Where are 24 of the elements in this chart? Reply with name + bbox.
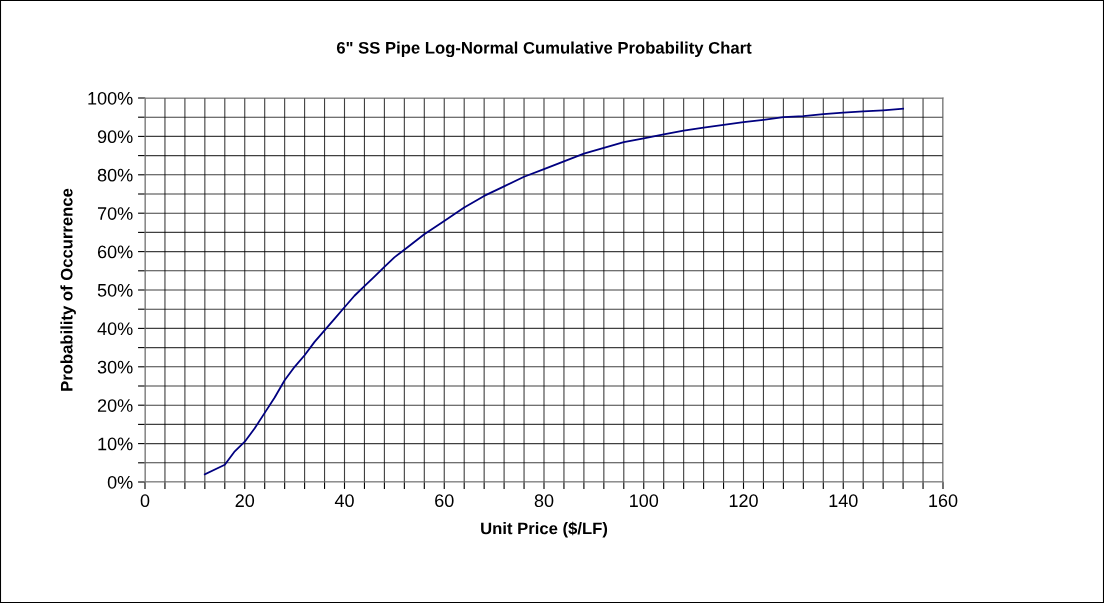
x-tick-label: 0 bbox=[140, 494, 150, 508]
y-axis-title: Probability of Occurrence bbox=[60, 188, 76, 391]
y-tick-label: 20% bbox=[97, 399, 133, 412]
y-tick-label: 10% bbox=[98, 437, 133, 451]
y-tick-label: 30% bbox=[97, 360, 133, 374]
chart-title: 6" SS Pipe Log-Normal Cumulative Probability Chart bbox=[336, 41, 752, 58]
x-tick-label: 60 bbox=[435, 494, 454, 508]
y-tick-label: 50% bbox=[97, 283, 133, 297]
line-series bbox=[203, 107, 905, 476]
y-tick-label: 70% bbox=[97, 207, 133, 220]
x-tick-label: 40 bbox=[334, 494, 354, 508]
x-tick-label: 80 bbox=[534, 494, 554, 508]
x-tick-label: 160 bbox=[929, 494, 958, 508]
x-axis-title: Unit Price ($/LF) bbox=[481, 521, 608, 538]
y-tick-label: 90% bbox=[97, 130, 133, 144]
x-tick-label: 100 bbox=[630, 494, 659, 508]
x-tick-label: 140 bbox=[829, 494, 858, 508]
x-tick-label: 20 bbox=[235, 494, 255, 508]
y-tick-label: 80% bbox=[97, 168, 133, 182]
x-tick-label: 120 bbox=[729, 494, 758, 508]
y-tick-label: 60% bbox=[97, 245, 133, 259]
y-tick-label: 0% bbox=[107, 475, 133, 489]
y-tick-label: 40% bbox=[97, 322, 133, 336]
y-tick-label: 100% bbox=[88, 91, 133, 105]
